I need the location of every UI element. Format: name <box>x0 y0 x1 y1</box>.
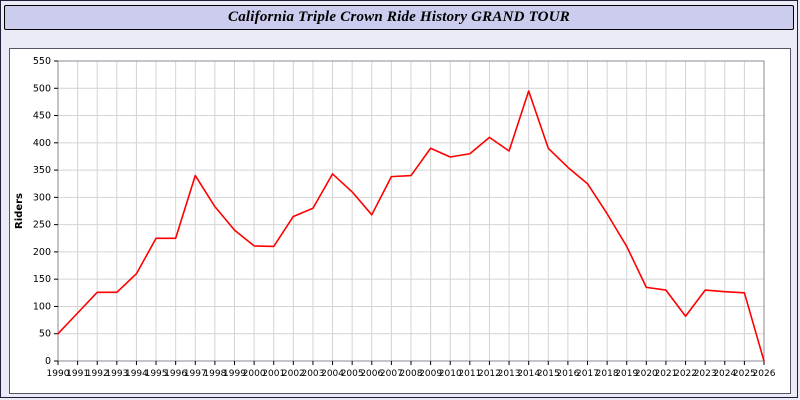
svg-text:2024: 2024 <box>713 369 736 379</box>
svg-text:2005: 2005 <box>341 369 364 379</box>
svg-text:2008: 2008 <box>400 369 423 379</box>
svg-text:2014: 2014 <box>517 369 540 379</box>
svg-text:2015: 2015 <box>537 369 560 379</box>
svg-text:200: 200 <box>33 247 51 258</box>
svg-text:1994: 1994 <box>125 369 148 379</box>
chart-title-bar: California Triple Crown Ride History GRA… <box>4 5 794 30</box>
svg-text:2021: 2021 <box>654 369 677 379</box>
page-title: California Triple Crown Ride History GRA… <box>228 9 570 25</box>
svg-text:2026: 2026 <box>753 369 776 379</box>
svg-text:500: 500 <box>33 83 51 94</box>
svg-text:350: 350 <box>33 165 51 176</box>
svg-text:2012: 2012 <box>478 369 501 379</box>
svg-text:2022: 2022 <box>674 369 697 379</box>
chart-frame: 0 50 100 150 200 250 300 350 400 450 500 550 1990 199… <box>9 48 791 394</box>
svg-text:450: 450 <box>33 111 51 122</box>
svg-text:300: 300 <box>33 192 51 203</box>
svg-text:2002: 2002 <box>282 369 305 379</box>
svg-text:100: 100 <box>33 301 51 312</box>
svg-text:2006: 2006 <box>360 369 383 379</box>
svg-text:2013: 2013 <box>498 369 521 379</box>
svg-text:550: 550 <box>33 56 51 67</box>
svg-text:1998: 1998 <box>203 369 226 379</box>
riders-line-chart: 0501001502002503003504004505005501990199… <box>14 56 776 379</box>
svg-text:2010: 2010 <box>439 369 462 379</box>
svg-text:150: 150 <box>33 274 51 285</box>
svg-text:1999: 1999 <box>223 369 246 379</box>
svg-text:0: 0 <box>45 356 51 367</box>
svg-text:1995: 1995 <box>145 369 168 379</box>
svg-text:2023: 2023 <box>694 369 717 379</box>
svg-text:2011: 2011 <box>458 369 481 379</box>
svg-text:1993: 1993 <box>105 369 128 379</box>
svg-text:2000: 2000 <box>243 369 266 379</box>
svg-text:2004: 2004 <box>321 369 344 379</box>
svg-text:2020: 2020 <box>635 369 658 379</box>
svg-text:2003: 2003 <box>301 369 324 379</box>
svg-text:2016: 2016 <box>556 369 579 379</box>
svg-text:2009: 2009 <box>419 369 442 379</box>
svg-text:2019: 2019 <box>615 369 638 379</box>
svg-text:1990: 1990 <box>47 369 70 379</box>
svg-text:Riders: Riders <box>14 193 25 229</box>
svg-text:2007: 2007 <box>380 369 403 379</box>
svg-text:1996: 1996 <box>164 369 187 379</box>
svg-text:2001: 2001 <box>262 369 285 379</box>
svg-text:250: 250 <box>33 220 51 231</box>
svg-text:50: 50 <box>39 329 51 340</box>
svg-text:2025: 2025 <box>733 369 756 379</box>
svg-text:2017: 2017 <box>576 369 599 379</box>
svg-text:1991: 1991 <box>66 369 89 379</box>
svg-text:2018: 2018 <box>596 369 619 379</box>
svg-text:1997: 1997 <box>184 369 207 379</box>
svg-text:1992: 1992 <box>86 369 109 379</box>
svg-text:400: 400 <box>33 138 51 149</box>
